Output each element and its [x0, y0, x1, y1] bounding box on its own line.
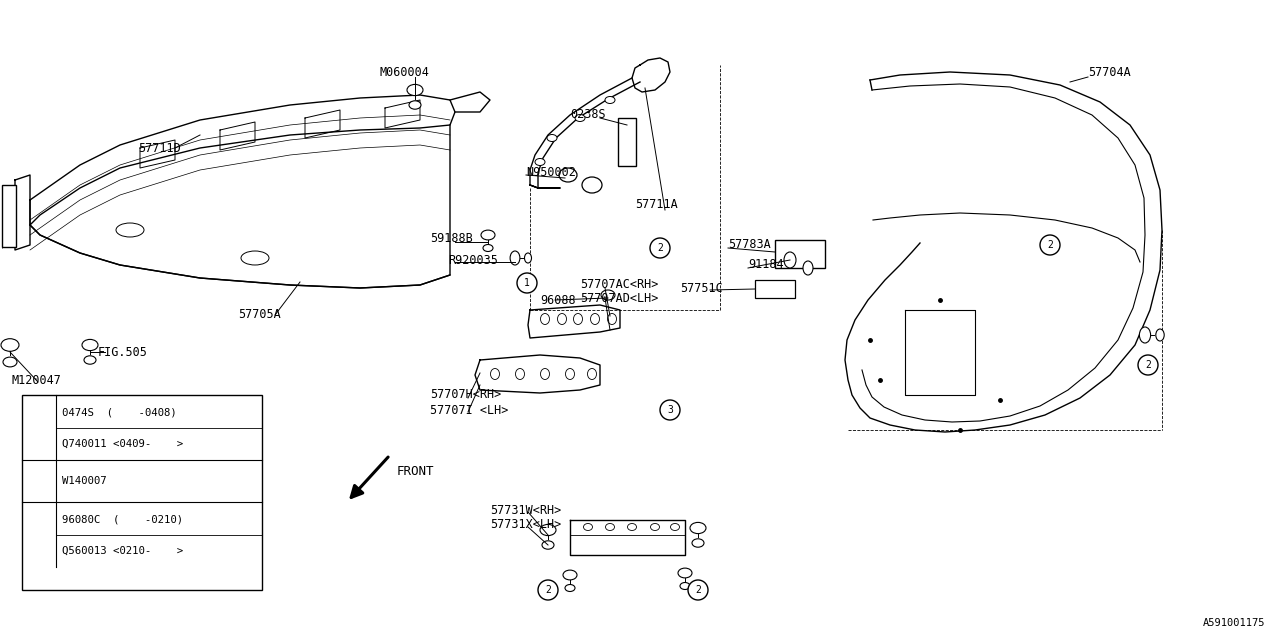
Ellipse shape: [1139, 327, 1151, 343]
Text: 57707AC<RH>: 57707AC<RH>: [580, 278, 658, 291]
FancyBboxPatch shape: [774, 240, 826, 268]
Ellipse shape: [678, 568, 692, 578]
Text: R920035: R920035: [448, 253, 498, 266]
Circle shape: [660, 400, 680, 420]
Ellipse shape: [608, 314, 617, 324]
Text: 2: 2: [695, 585, 701, 595]
FancyBboxPatch shape: [3, 185, 15, 247]
Text: 57711D: 57711D: [138, 141, 180, 154]
Ellipse shape: [490, 369, 499, 380]
Ellipse shape: [483, 244, 493, 252]
Ellipse shape: [407, 84, 422, 95]
Text: 96088: 96088: [540, 294, 576, 307]
FancyBboxPatch shape: [22, 395, 262, 590]
Text: 2: 2: [36, 476, 42, 486]
Text: Q740011 <0409-    >: Q740011 <0409- >: [61, 439, 183, 449]
Ellipse shape: [116, 223, 143, 237]
Ellipse shape: [535, 159, 545, 166]
Ellipse shape: [559, 168, 577, 182]
Text: A591001175: A591001175: [1202, 618, 1265, 628]
Ellipse shape: [680, 582, 690, 589]
Ellipse shape: [558, 314, 567, 324]
Text: 2: 2: [657, 243, 663, 253]
Text: 0474S  (    -0408): 0474S ( -0408): [61, 408, 177, 417]
Text: 2: 2: [1146, 360, 1151, 370]
Text: 57707H<RH>: 57707H<RH>: [430, 388, 502, 401]
Circle shape: [29, 417, 49, 438]
Text: 57783A: 57783A: [728, 239, 771, 252]
Ellipse shape: [671, 524, 680, 531]
Text: W140007: W140007: [61, 476, 106, 486]
Ellipse shape: [575, 115, 585, 122]
FancyBboxPatch shape: [618, 118, 636, 166]
Text: 96080C  (    -0210): 96080C ( -0210): [61, 515, 183, 525]
Ellipse shape: [566, 369, 575, 380]
Ellipse shape: [84, 356, 96, 364]
Circle shape: [1138, 355, 1158, 375]
Ellipse shape: [690, 522, 707, 534]
FancyBboxPatch shape: [755, 280, 795, 298]
Circle shape: [689, 580, 708, 600]
Text: 57705A: 57705A: [238, 308, 280, 321]
Ellipse shape: [511, 251, 520, 265]
Ellipse shape: [540, 314, 549, 324]
Text: 0238S: 0238S: [570, 109, 605, 122]
Ellipse shape: [588, 369, 596, 380]
Ellipse shape: [590, 314, 599, 324]
Ellipse shape: [547, 134, 557, 141]
Text: 57731X<LH>: 57731X<LH>: [490, 518, 561, 531]
Ellipse shape: [525, 253, 531, 263]
Ellipse shape: [605, 97, 614, 104]
Text: FIG.505: FIG.505: [99, 346, 148, 358]
Text: 3: 3: [667, 405, 673, 415]
Text: 2: 2: [1047, 240, 1053, 250]
Ellipse shape: [541, 541, 554, 549]
Ellipse shape: [564, 584, 575, 591]
Ellipse shape: [563, 570, 577, 580]
Ellipse shape: [241, 251, 269, 265]
Circle shape: [29, 471, 49, 491]
Ellipse shape: [573, 314, 582, 324]
Text: 57711A: 57711A: [635, 198, 677, 211]
Text: N950002: N950002: [526, 166, 576, 179]
Text: M120047: M120047: [12, 374, 61, 387]
Ellipse shape: [540, 369, 549, 380]
Ellipse shape: [650, 524, 659, 531]
Circle shape: [1039, 235, 1060, 255]
Ellipse shape: [803, 261, 813, 275]
Ellipse shape: [605, 524, 614, 531]
Circle shape: [538, 580, 558, 600]
Text: 57707AD<LH>: 57707AD<LH>: [580, 291, 658, 305]
Ellipse shape: [540, 524, 556, 536]
Ellipse shape: [584, 524, 593, 531]
Text: M060004: M060004: [380, 65, 430, 79]
Ellipse shape: [1, 339, 19, 351]
Text: 1: 1: [524, 278, 530, 288]
Circle shape: [517, 273, 538, 293]
Ellipse shape: [82, 339, 99, 351]
Text: 57704A: 57704A: [1088, 65, 1130, 79]
Ellipse shape: [481, 230, 495, 240]
Ellipse shape: [516, 369, 525, 380]
Text: 2: 2: [545, 585, 550, 595]
Ellipse shape: [582, 177, 602, 193]
Text: 57731W<RH>: 57731W<RH>: [490, 504, 561, 516]
Circle shape: [29, 525, 49, 545]
Text: 59188B: 59188B: [430, 232, 472, 244]
Ellipse shape: [692, 539, 704, 547]
Ellipse shape: [602, 290, 614, 300]
Ellipse shape: [1156, 329, 1165, 341]
Text: 91184: 91184: [748, 259, 783, 271]
Circle shape: [650, 238, 669, 258]
Text: 57751C: 57751C: [680, 282, 723, 294]
Text: 57707I <LH>: 57707I <LH>: [430, 403, 508, 417]
Ellipse shape: [627, 524, 636, 531]
Ellipse shape: [410, 100, 421, 109]
Text: FRONT: FRONT: [397, 465, 434, 478]
Ellipse shape: [783, 252, 796, 268]
Text: Q560013 <0210-    >: Q560013 <0210- >: [61, 546, 183, 556]
Text: 1: 1: [36, 422, 42, 433]
Text: 3: 3: [36, 529, 42, 540]
Ellipse shape: [3, 357, 17, 367]
